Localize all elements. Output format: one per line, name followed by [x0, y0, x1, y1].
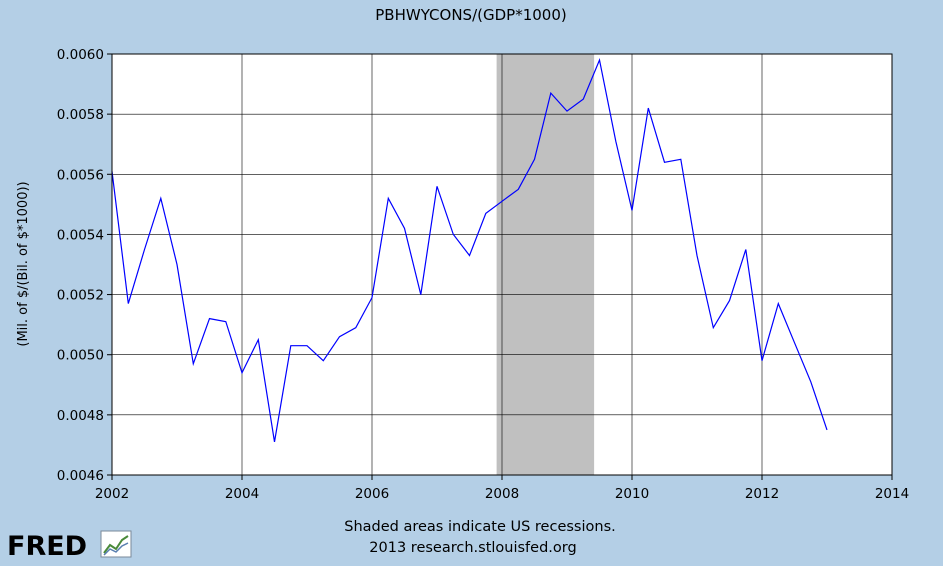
x-tick-label: 2006: [355, 486, 389, 502]
recession-band: [496, 54, 595, 475]
x-axis: 2002 2004 2006 2008 2010 2012 2014: [95, 475, 909, 502]
x-tick-label: 2002: [95, 486, 129, 502]
series-line: [111, 57, 828, 443]
y-tick-label: 0.0048: [57, 408, 104, 424]
x-tick-label: 2014: [875, 486, 909, 502]
y-tick-label: 0.0058: [57, 107, 104, 123]
fred-logo-chart-icon: [100, 530, 132, 558]
x-tick-label: 2008: [485, 486, 519, 502]
y-axis-label: (Mil. of $/(Bil. of $*1000)): [16, 181, 31, 346]
y-axis: 0.0046 0.0048 0.0050 0.0052 0.0054 0.0056 0.00…: [57, 47, 112, 484]
source-note: 2013 research.stlouisfed.org: [369, 540, 576, 556]
x-tick-label: 2012: [745, 486, 779, 502]
recession-note: Shaded areas indicate US recessions.: [344, 519, 616, 535]
x-tick-label: 2010: [615, 486, 649, 502]
chart-title: PBHWYCONS/(GDP*1000): [375, 6, 566, 24]
y-tick-label: 0.0056: [57, 167, 104, 183]
y-tick-label: 0.0046: [57, 468, 104, 484]
y-tick-label: 0.0050: [57, 348, 104, 364]
y-tick-label: 0.0052: [57, 288, 104, 304]
y-tick-label: 0.0054: [57, 227, 104, 243]
x-tick-label: 2004: [225, 486, 259, 502]
fred-logo[interactable]: FRED: [7, 530, 132, 562]
fred-logo-text: FRED: [7, 531, 87, 562]
y-tick-label: 0.0060: [57, 47, 104, 63]
